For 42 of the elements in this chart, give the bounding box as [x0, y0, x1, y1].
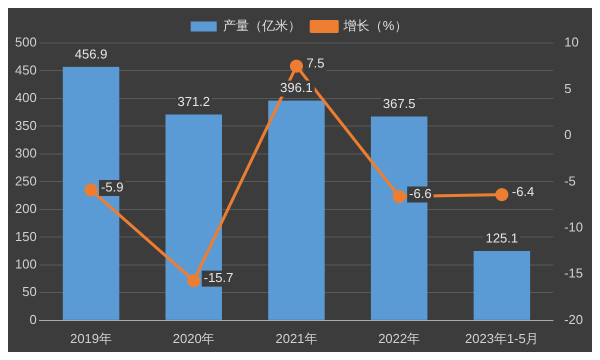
point	[84, 184, 98, 197]
x-tick-label: 2019年	[70, 330, 112, 346]
bar	[268, 100, 325, 320]
y-tick-label: 250	[14, 173, 37, 188]
data-label: 125.1	[486, 230, 518, 246]
y-tick-label: 450	[14, 62, 37, 78]
y2-tick-label: 10	[564, 34, 579, 50]
point	[495, 188, 508, 202]
data-label: 456.9	[74, 46, 108, 62]
y2-tick-label: -15	[564, 266, 584, 281]
data-label: -6.4	[512, 184, 534, 200]
x-tick-label: 2022年	[378, 330, 420, 346]
x-tick-label: 2021年	[275, 330, 318, 346]
legend-label: 产量（亿米）	[223, 18, 302, 34]
point	[187, 274, 200, 288]
y-tick-label: 350	[14, 118, 37, 133]
y-tick-label: 500	[14, 34, 37, 50]
data-label: -6.6	[409, 186, 432, 202]
data-label: 7.5	[306, 56, 325, 71]
y-tick-label: 50	[22, 284, 37, 300]
data-label: 371.2	[177, 94, 210, 110]
y-tick-label: 0	[29, 312, 37, 327]
y2-tick-label: -20	[564, 312, 584, 327]
y-tick-label: 100	[14, 256, 37, 272]
y2-tick-label: 5	[564, 80, 572, 96]
y-tick-label: 150	[14, 228, 37, 244]
x-tick-label: 2020年	[172, 330, 215, 346]
x-tick-label: 2023年1-5月	[465, 330, 539, 346]
y-tick-label: 400	[14, 90, 37, 106]
legend-label: 增长（%）	[342, 18, 408, 34]
y-tick-label: 300	[14, 146, 37, 161]
data-label: -5.9	[101, 180, 124, 195]
bar	[474, 250, 530, 320]
y-tick-label: 200	[14, 201, 37, 216]
data-label: -15.7	[204, 270, 234, 286]
data-label: 396.1	[280, 80, 313, 96]
data-label: 367.5	[382, 96, 416, 112]
point	[392, 190, 406, 203]
point	[290, 60, 303, 73]
y2-tick-label: -10	[564, 220, 584, 235]
y2-tick-label: -5	[564, 173, 576, 188]
y2-tick-label: 0	[564, 127, 572, 142]
